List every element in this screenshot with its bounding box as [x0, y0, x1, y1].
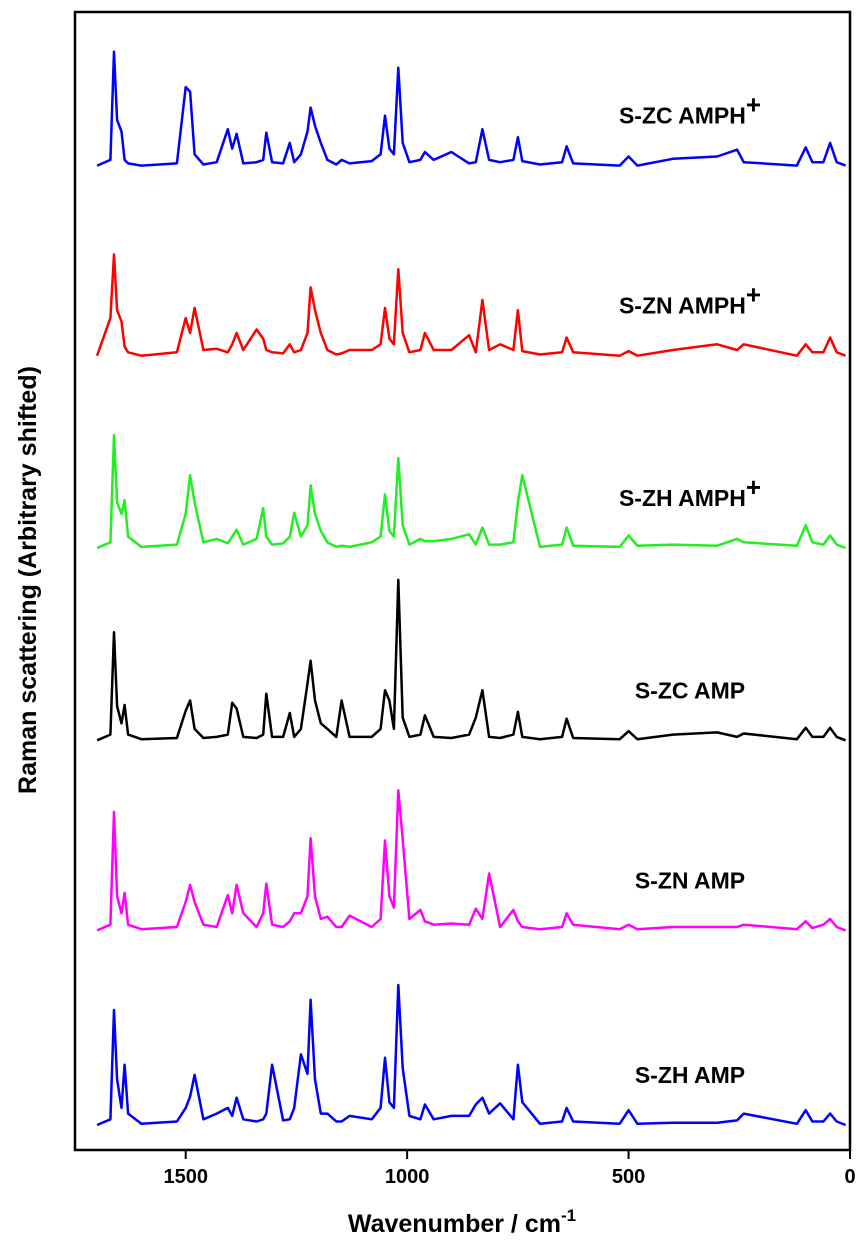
- series-name: S-ZC AMPH: [619, 103, 746, 129]
- series-name: S-ZN AMPH: [619, 293, 746, 319]
- spectrum-line: [95, 253, 847, 357]
- x-label-text: Wavenumber / cm: [348, 1210, 561, 1238]
- series-name: S-ZH AMP: [635, 1062, 745, 1088]
- series-name: S-ZC AMP: [635, 677, 745, 703]
- x-tick-label: 1500: [163, 1166, 208, 1188]
- x-tick-label: 1000: [385, 1166, 430, 1188]
- series-label: S-ZH AMP: [635, 1062, 745, 1088]
- series-label: S-ZN AMPH+: [619, 280, 761, 319]
- spectrum-line: [96, 578, 847, 742]
- x-tick-label: 500: [612, 1166, 645, 1188]
- series-sup: +: [746, 90, 761, 120]
- series-name: S-ZN AMP: [635, 867, 745, 893]
- series-label: S-ZN AMP: [635, 867, 745, 893]
- x-tick-label: 0: [844, 1166, 855, 1188]
- spectrum-line: [96, 434, 847, 550]
- plot-frame: [73, 10, 852, 1152]
- y-axis-label: Raman scattering (Arbitrary shifted): [14, 366, 42, 794]
- spectrum-line: [96, 50, 847, 167]
- series-label: S-ZC AMP: [635, 677, 745, 703]
- series-label: S-ZH AMPH+: [619, 472, 761, 511]
- spectrum-line: [96, 789, 847, 932]
- series-label: S-ZC AMPH+: [619, 90, 761, 129]
- series-sup: +: [746, 472, 761, 502]
- x-axis-label: Wavenumber / cm-1: [348, 1206, 576, 1238]
- x-label-sup: -1: [561, 1206, 576, 1225]
- series-sup: +: [746, 280, 761, 310]
- series-name: S-ZH AMPH: [619, 485, 746, 511]
- spectrum-line: [96, 983, 847, 1127]
